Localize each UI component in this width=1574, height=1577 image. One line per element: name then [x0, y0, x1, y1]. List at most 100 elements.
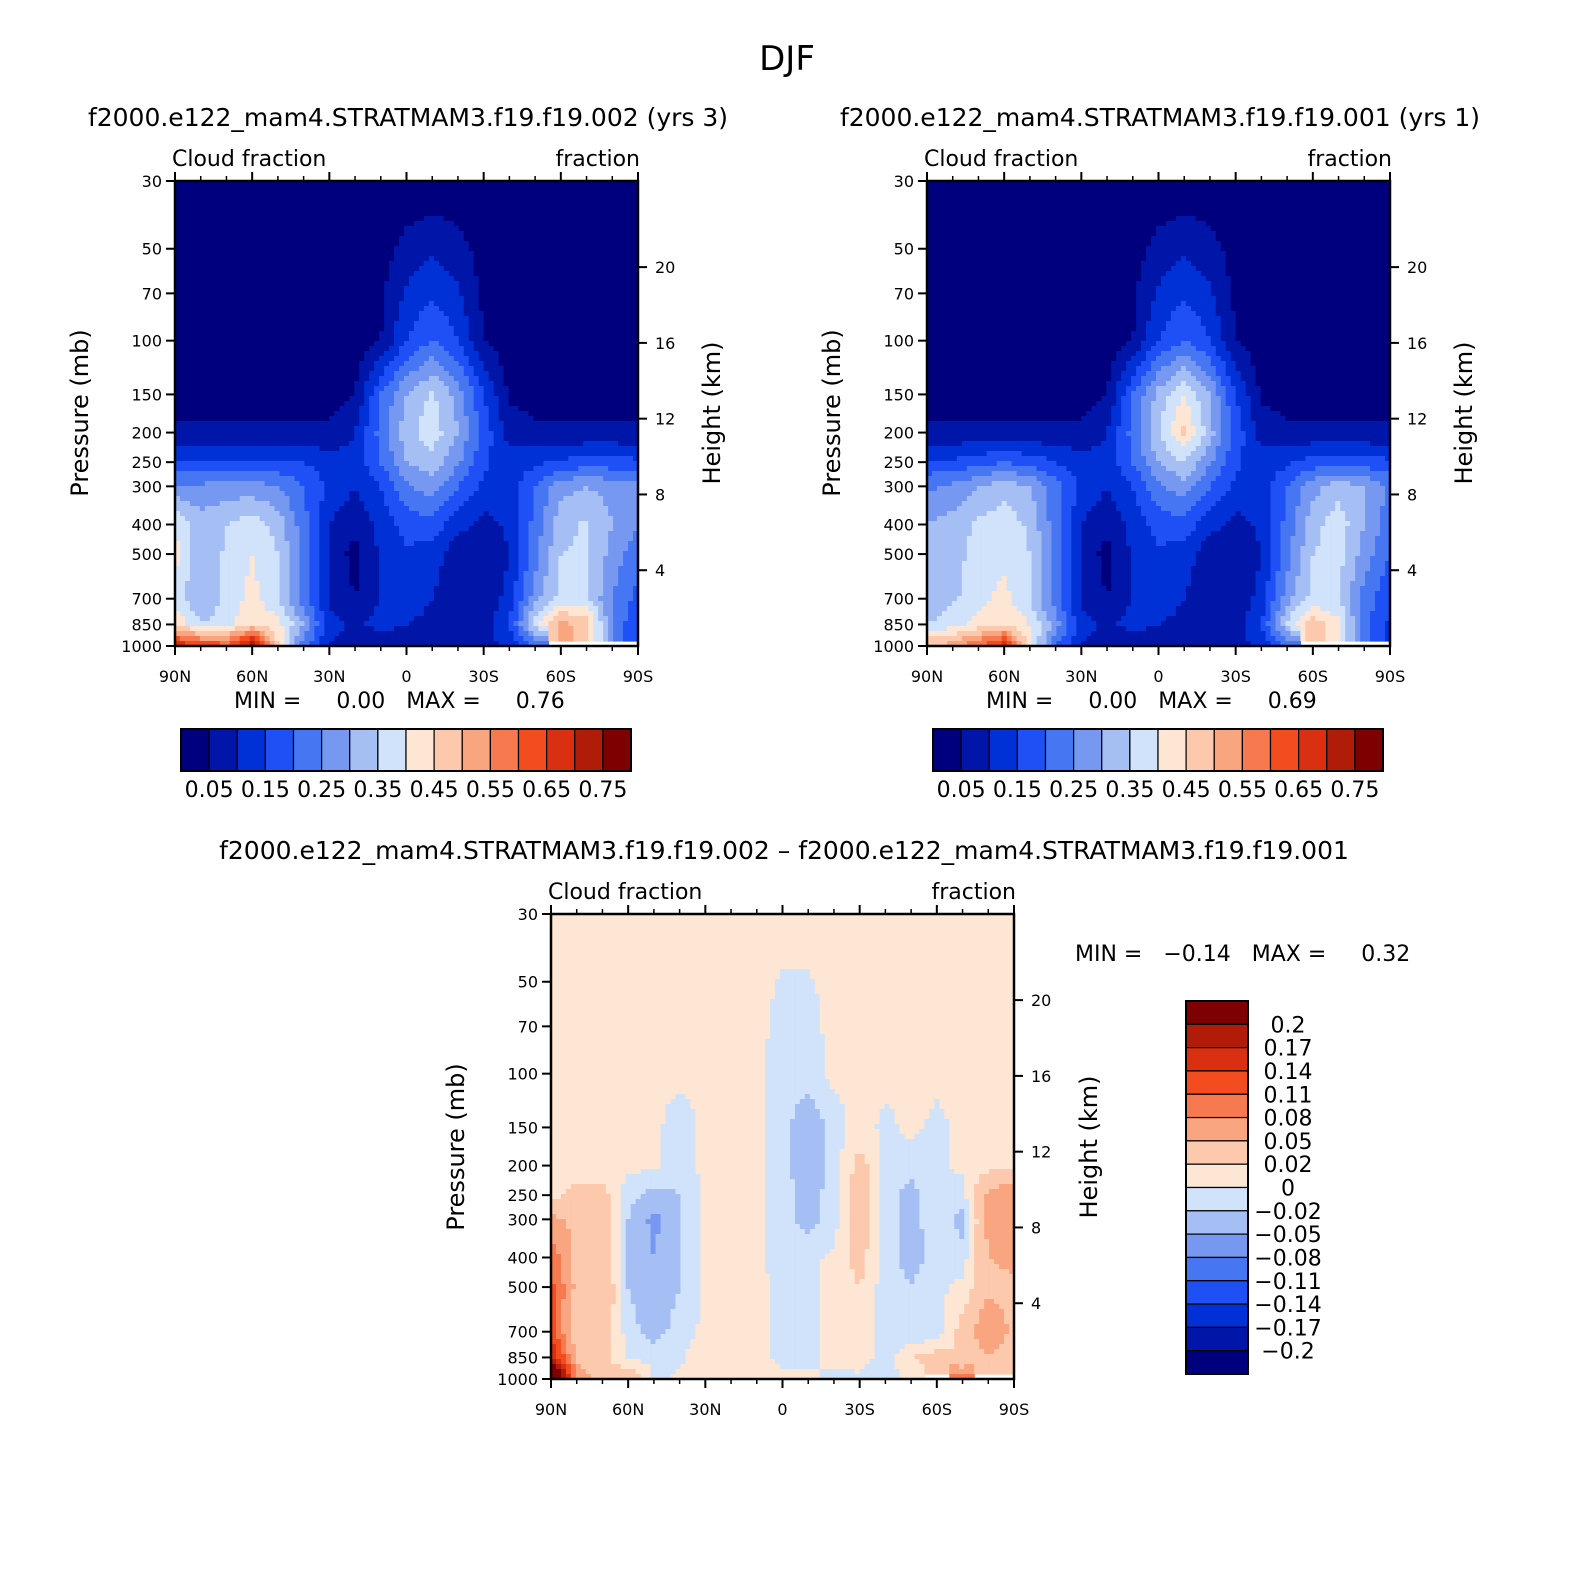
heatmap-cell [488, 331, 495, 337]
heatmap-cell [224, 331, 231, 337]
heatmap-cell [553, 221, 559, 227]
heatmap-cell [329, 321, 335, 327]
heatmap-cell [553, 261, 559, 267]
heatmap-cell [438, 226, 445, 232]
heatmap-cell [234, 206, 241, 212]
heatmap-cell [264, 426, 271, 432]
heatmap-cell [234, 211, 241, 217]
heatmap-cell [448, 241, 455, 247]
heatmap-cell [478, 301, 485, 307]
heatmap-cell [329, 441, 335, 447]
heatmap-cell [339, 266, 345, 272]
heatmap-cell [448, 371, 455, 377]
heatmap-cell [324, 366, 330, 372]
heatmap-cell [224, 396, 231, 402]
heatmap-cell [175, 271, 181, 277]
heatmap-cell [175, 386, 181, 392]
heatmap-cell [179, 251, 186, 257]
heatmap-cell [538, 311, 545, 317]
heatmap-cell [443, 236, 450, 242]
heatmap-cell [244, 366, 251, 372]
heatmap-cell [329, 236, 335, 242]
heatmap-cell [179, 401, 186, 407]
heatmap-cell [528, 311, 535, 317]
heatmap-cell [279, 286, 286, 292]
heatmap-cell [503, 201, 510, 207]
heatmap-cell [404, 211, 410, 217]
heatmap-cell [199, 231, 206, 237]
heatmap-cell [513, 391, 520, 397]
heatmap-cell [249, 401, 256, 407]
heatmap-cell [394, 246, 400, 252]
heatmap-cell [334, 431, 340, 437]
heatmap-cell [314, 246, 320, 252]
heatmap-cell [244, 361, 251, 367]
heatmap-cell [209, 341, 216, 347]
heatmap-cell [184, 186, 191, 192]
heatmap-cell [588, 216, 594, 222]
heatmap-cell [578, 251, 584, 257]
heatmap-cell [369, 401, 375, 407]
heatmap-cell [538, 266, 545, 272]
heatmap-cell [408, 366, 415, 372]
heatmap-cell [354, 341, 360, 347]
heatmap-cell [508, 436, 515, 442]
heatmap-cell [299, 251, 306, 257]
heatmap-cell [508, 351, 515, 357]
heatmap-cell [394, 351, 400, 357]
heatmap-cell [204, 426, 211, 432]
heatmap-cell [553, 316, 559, 322]
heatmap-cell [528, 431, 535, 437]
heatmap-cell [498, 201, 505, 207]
heatmap-cell [319, 446, 325, 452]
heatmap-cell [513, 321, 520, 327]
heatmap-cell [344, 251, 350, 257]
heatmap-cell [274, 386, 281, 392]
heatmap-cell [498, 181, 505, 187]
heatmap-cell [224, 326, 231, 332]
heatmap-cell [433, 421, 440, 427]
heatmap-cell [413, 206, 420, 212]
heatmap-cell [428, 306, 435, 312]
heatmap-cell [354, 386, 360, 392]
heatmap-cell [423, 266, 430, 272]
heatmap-cell [448, 361, 455, 367]
heatmap-cell [309, 361, 315, 367]
heatmap-cell [613, 431, 619, 437]
heatmap-cell [598, 436, 604, 442]
heatmap-cell [503, 351, 510, 357]
heatmap-cell [319, 246, 325, 252]
heatmap-cell [324, 251, 330, 257]
heatmap-cell [523, 401, 530, 407]
heatmap-cell [473, 226, 480, 232]
heatmap-cell [354, 236, 360, 242]
heatmap-cell [618, 226, 624, 232]
heatmap-cell [453, 396, 460, 402]
heatmap-cell [588, 311, 594, 317]
heatmap-cell [573, 371, 579, 377]
heatmap-cell [478, 326, 485, 332]
heatmap-cell [384, 251, 390, 257]
heatmap-cell [553, 206, 559, 212]
heatmap-cell [269, 276, 276, 282]
heatmap-cell [299, 276, 306, 282]
heatmap-cell [468, 201, 475, 207]
heatmap-cell [229, 311, 236, 317]
heatmap-cell [214, 226, 221, 232]
heatmap-cell [364, 266, 370, 272]
heatmap-cell [578, 216, 584, 222]
heatmap-cell [498, 351, 505, 357]
heatmap-cell [349, 271, 355, 277]
heatmap-cell [428, 291, 435, 297]
heatmap-cell [633, 236, 639, 242]
heatmap-cell [408, 266, 415, 272]
heatmap-cell [493, 386, 500, 392]
heatmap-cell [354, 356, 360, 362]
heatmap-cell [538, 341, 545, 347]
heatmap-cell [613, 391, 619, 397]
heatmap-cell [334, 246, 340, 252]
heatmap-cell [229, 241, 236, 247]
heatmap-cell [423, 411, 430, 417]
heatmap-cell [593, 436, 599, 442]
heatmap-cell [483, 341, 490, 347]
